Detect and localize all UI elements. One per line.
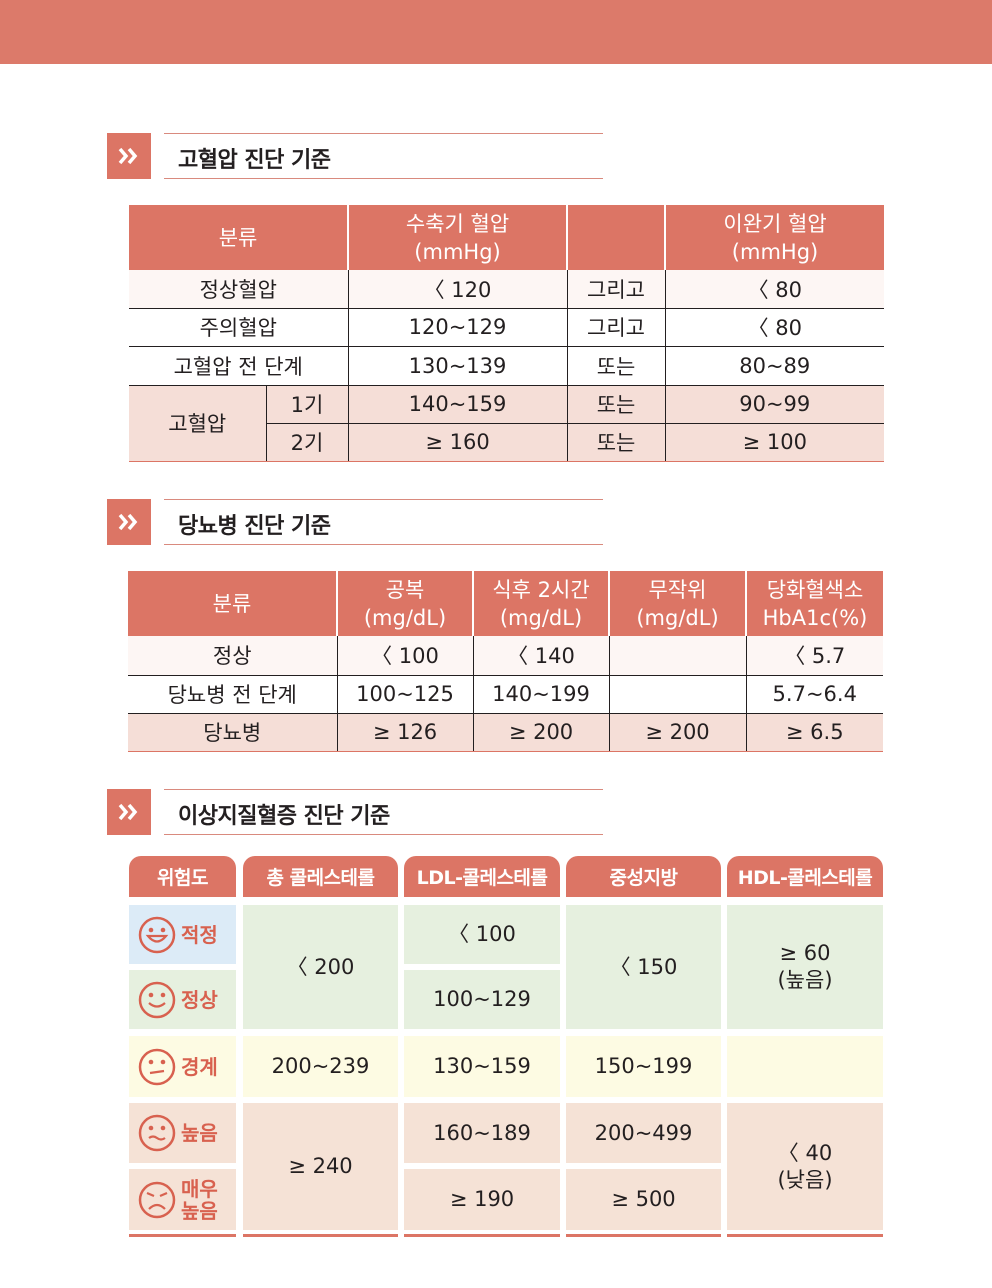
smiling-face-icon: [138, 981, 176, 1018]
tg-very-high: ≥ 500: [566, 1169, 721, 1230]
risk-optimal: 적정: [129, 905, 236, 964]
ldl-optimal: 〈 100: [404, 905, 560, 964]
header-diastolic: 이완기 혈압 (mmHg): [664, 205, 885, 270]
table-row: 주의혈압 120~129 그리고 〈 80: [129, 308, 885, 347]
risk-normal: 정상: [129, 970, 236, 1029]
risk-high: 높음: [129, 1103, 236, 1163]
header-ldl: LDL-콜레스테롤: [404, 856, 560, 897]
tg-high: 200~499: [566, 1103, 721, 1163]
hdl-high: ≥ 60 (높음): [727, 905, 883, 1029]
table-row: 고혈압 1기 140~159 또는 90~99: [129, 385, 885, 462]
table-row: 고혈압 전 단계 130~139 또는 80~89: [129, 346, 885, 386]
total-high: ≥ 240: [243, 1103, 398, 1230]
grinning-face-icon: [138, 916, 176, 953]
header-hba1c: 당화혈색소 HbA1c(%): [745, 571, 883, 636]
ldl-normal: 100~129: [404, 970, 560, 1029]
header-fasting: 공복 (mg/dL): [336, 571, 474, 636]
ldl-high: 160~189: [404, 1103, 560, 1163]
table-row: 정상 〈 100 〈 140 〈 5.7: [128, 636, 883, 676]
header-category: 분류: [128, 571, 338, 636]
hdl-borderline: [727, 1036, 883, 1097]
worried-face-icon: [138, 1114, 176, 1152]
divider: [404, 1234, 560, 1237]
header-postprandial: 식후 2시간 (mg/dL): [472, 571, 610, 636]
divider: [566, 1234, 721, 1237]
table-row: 당뇨병 ≥ 126 ≥ 200 ≥ 200 ≥ 6.5: [128, 713, 883, 752]
risk-borderline: 경계: [129, 1036, 236, 1097]
divider: [243, 1234, 398, 1237]
divider: [727, 1234, 883, 1237]
diabetes-table: 분류 공복 (mg/dL) 식후 2시간 (mg/dL) 무작위 (mg/dL) 당화…: [128, 571, 883, 752]
double-chevron-icon: [107, 133, 151, 179]
dyslipidemia-section-header: 이상지질혈증 진단 기준: [107, 789, 603, 835]
header-total-cholesterol: 총 콜레스테롤: [243, 856, 398, 897]
header-blank: [566, 205, 667, 270]
diabetes-title: 당뇨병 진단 기준: [178, 514, 331, 539]
table-row: 당뇨병 전 단계 100~125 140~199 5.7~6.4: [128, 675, 883, 714]
hdl-low: 〈 40 (낮음): [727, 1103, 883, 1230]
dyslipidemia-title: 이상지질혈증 진단 기준: [178, 804, 390, 829]
table-row: 2기 ≥ 160 또는 ≥ 100: [129, 423, 885, 462]
top-banner: [0, 0, 992, 64]
angry-face-icon: [138, 1181, 176, 1218]
neutral-face-icon: [138, 1048, 176, 1085]
total-optimal-normal: 〈 200: [243, 905, 398, 1029]
hypertension-table: 분류 수축기 혈압 (mmHg) 이완기 혈압 (mmHg) 정상혈압 〈 120 …: [129, 205, 885, 462]
header-risk: 위험도: [129, 856, 236, 897]
table-row: 정상혈압 〈 120 그리고 〈 80: [129, 270, 885, 309]
tg-optimal-normal: 〈 150: [566, 905, 721, 1029]
ldl-very-high: ≥ 190: [404, 1169, 560, 1230]
header-systolic: 수축기 혈압 (mmHg): [347, 205, 569, 270]
double-chevron-icon: [107, 499, 151, 545]
hypertension-title: 고혈압 진단 기준: [178, 148, 331, 173]
risk-very-high: 매우 높음: [129, 1169, 236, 1230]
header-random: 무작위 (mg/dL): [608, 571, 747, 636]
diabetes-section-header: 당뇨병 진단 기준: [107, 499, 603, 545]
header-category: 분류: [129, 205, 350, 270]
double-chevron-icon: [107, 789, 151, 835]
header-hdl: HDL-콜레스테롤: [727, 856, 883, 897]
tg-borderline: 150~199: [566, 1036, 721, 1097]
ldl-borderline: 130~159: [404, 1036, 560, 1097]
hypertension-section-header: 고혈압 진단 기준: [107, 133, 603, 179]
header-triglyceride: 중성지방: [566, 856, 721, 897]
total-borderline: 200~239: [243, 1036, 398, 1097]
divider: [129, 1234, 236, 1237]
